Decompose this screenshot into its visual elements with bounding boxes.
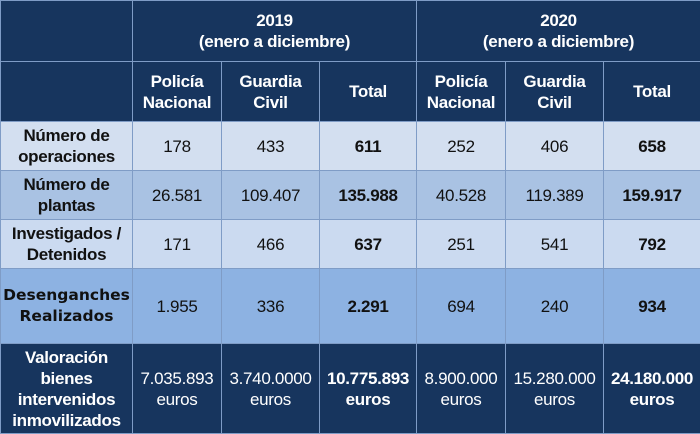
period-label: (enero a diciembre) [419, 31, 698, 52]
column-header-total-2019: Total [320, 62, 417, 122]
cell-value: 406 [506, 122, 604, 171]
year-label: 2019 [135, 10, 414, 31]
cell-value: 252 [417, 122, 506, 171]
cell-total: 792 [604, 220, 700, 269]
cell-value: 109.407 [222, 171, 320, 220]
cell-value: 26.581 [133, 171, 222, 220]
cell-value: 433 [222, 122, 320, 171]
cell-total: 658 [604, 122, 700, 171]
cell-value: 694 [417, 269, 506, 344]
cell-value: 119.389 [506, 171, 604, 220]
table-row-valoracion: Valoración bienes intervenidos inmoviliz… [1, 344, 700, 434]
year-header-2019: 2019 (enero a diciembre) [133, 1, 417, 62]
cell-total: 637 [320, 220, 417, 269]
cell-total: 611 [320, 122, 417, 171]
corner-cell [1, 1, 133, 62]
cell-value: 240 [506, 269, 604, 344]
cell-value: 466 [222, 220, 320, 269]
cell-value: 178 [133, 122, 222, 171]
cell-total: 135.988 [320, 171, 417, 220]
corner-cell [1, 62, 133, 122]
year-header-2020: 2020 (enero a diciembre) [417, 1, 700, 62]
year-label: 2020 [419, 10, 698, 31]
cell-total: 934 [604, 269, 700, 344]
period-label: (enero a diciembre) [135, 31, 414, 52]
cell-value: 40.528 [417, 171, 506, 220]
cell-value: 336 [222, 269, 320, 344]
cell-value: 1.955 [133, 269, 222, 344]
table-row-investigados: Investigados /Detenidos 171 466 637 251 … [1, 220, 700, 269]
cell-total: 2.291 [320, 269, 417, 344]
cell-total: 159.917 [604, 171, 700, 220]
cell-value: 541 [506, 220, 604, 269]
column-header-total-2020: Total [604, 62, 700, 122]
row-label: Valoración bienes intervenidos inmoviliz… [1, 344, 133, 434]
row-label: Investigados /Detenidos [1, 220, 133, 269]
cell-value: 171 [133, 220, 222, 269]
cell-value: 251 [417, 220, 506, 269]
year-header-row: 2019 (enero a diciembre) 2020 (enero a d… [1, 1, 700, 62]
